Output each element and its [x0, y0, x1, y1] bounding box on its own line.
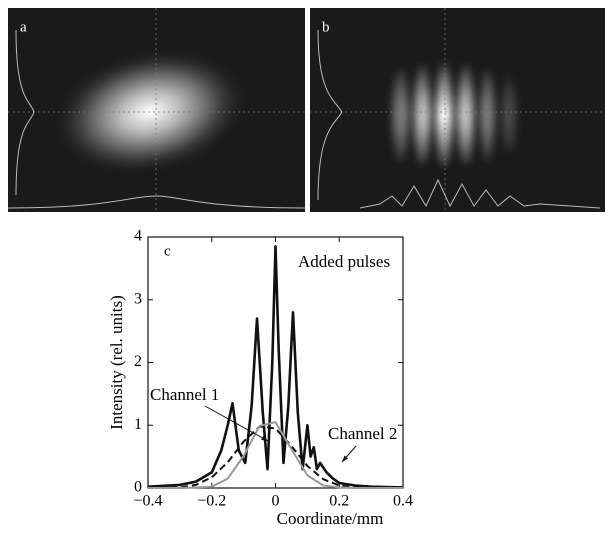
x-tick-label: 0 — [272, 493, 280, 510]
x-tick-label: 0.2 — [329, 493, 349, 510]
y-tick-label: 0 — [134, 479, 142, 496]
arrow-head — [342, 455, 349, 462]
annotation-arrow — [204, 405, 269, 442]
y-axis-label: Intensity (rel. units) — [107, 295, 126, 430]
x-tick-label: −0.4 — [133, 493, 162, 510]
series-line — [148, 421, 403, 489]
y-tick-label: 1 — [134, 416, 142, 433]
x-tick-label: −0.2 — [197, 493, 226, 510]
legend-label: Added pulses — [298, 252, 390, 271]
panel-label: a — [20, 19, 27, 35]
y-tick-label: 4 — [134, 228, 142, 245]
panel-label: c — [164, 243, 171, 259]
image-a: a — [7, 8, 306, 212]
panel-label: b — [322, 19, 330, 35]
x-axis-label: Coordinate/mm — [277, 509, 384, 528]
y-tick-label: 2 — [134, 353, 142, 370]
legend-label: Channel 2 — [328, 424, 397, 443]
x-tick-label: 0.4 — [393, 493, 413, 510]
legend-label: Channel 1 — [150, 385, 219, 404]
y-tick-label: 3 — [134, 290, 142, 307]
arrow-head — [261, 435, 268, 441]
image-b: b — [310, 8, 605, 212]
series-line — [147, 245, 404, 489]
